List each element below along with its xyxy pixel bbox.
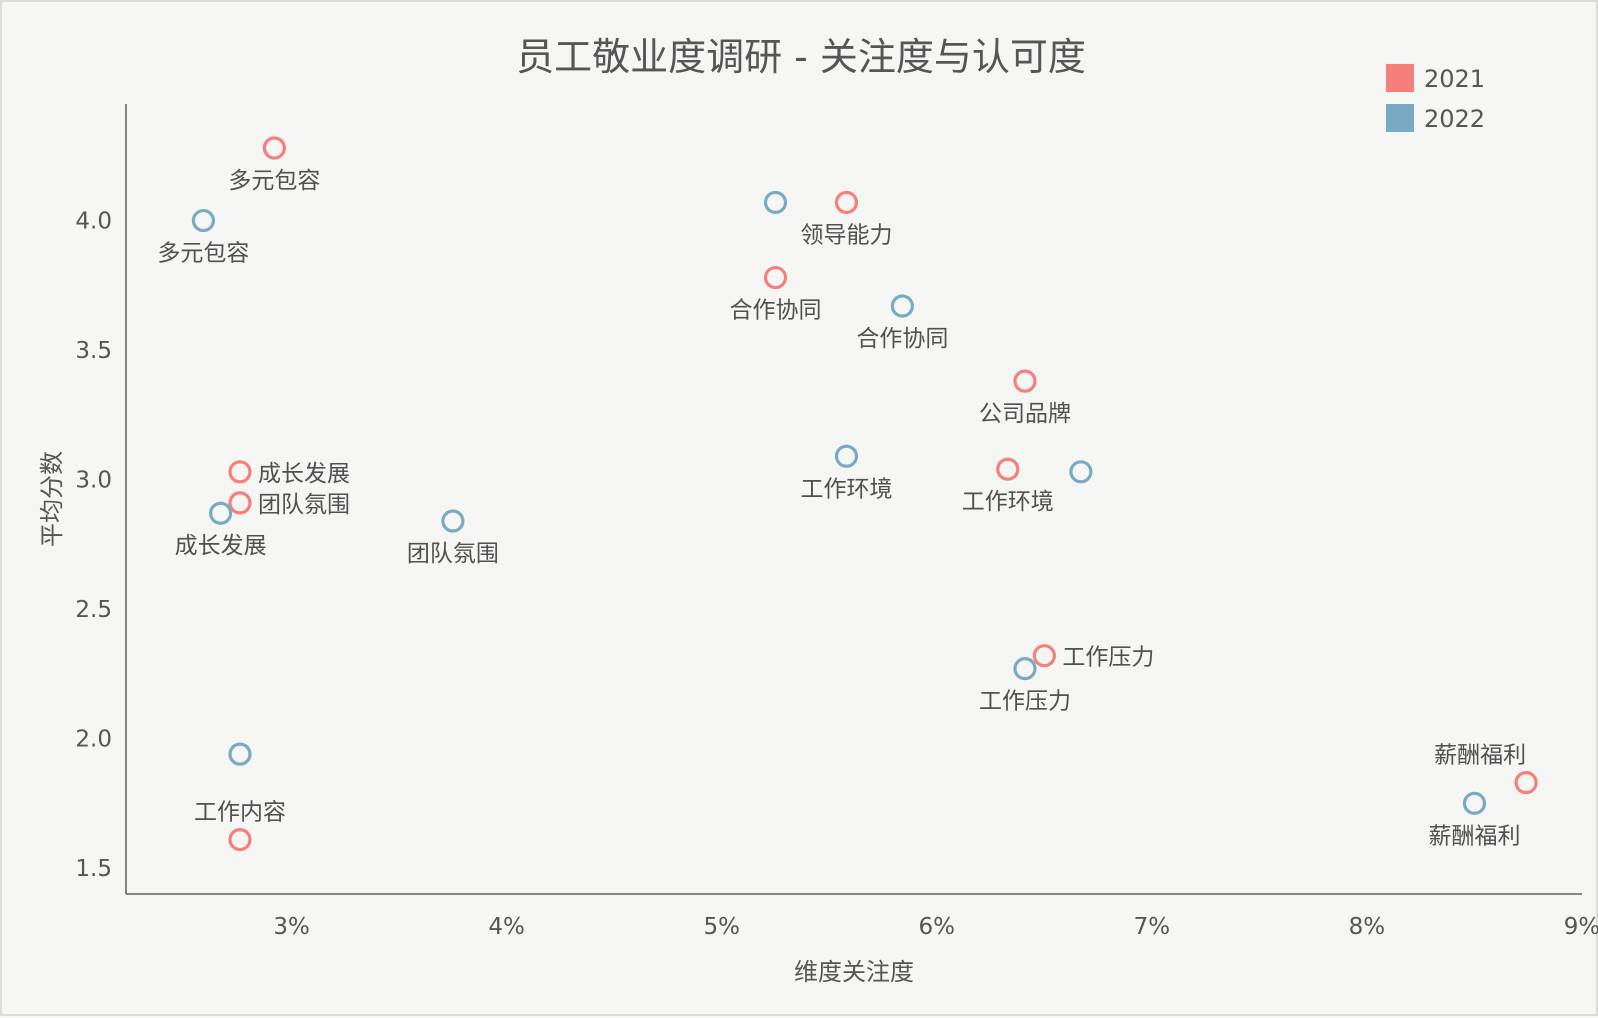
- y-tick-label: 2.5: [75, 597, 112, 623]
- x-tick-label: 5%: [703, 914, 740, 940]
- data-point-2021: [262, 136, 286, 160]
- point-label: 薪酬福利: [1434, 743, 1526, 769]
- tick-labels: 3% 4% 5% 6% 7% 8% 9% 1.5 2.0 2.5 3.0 3.5 4.0: [75, 209, 1598, 940]
- data-point-2021: [228, 828, 252, 852]
- point-label: 公司品牌: [979, 401, 1071, 427]
- data-point-2022: [1462, 791, 1487, 815]
- y-tick-label: 3.5: [75, 338, 112, 364]
- legend-label: 2021: [1424, 65, 1485, 93]
- data-point-2022: [191, 208, 216, 233]
- legend-swatch-2022: [1386, 104, 1414, 132]
- chart-title: 员工敬业度调研 - 关注度与认可度: [516, 35, 1086, 79]
- point-label: 工作环境: [800, 476, 892, 502]
- data-point-2022: [1013, 657, 1037, 681]
- y-tick-label: 1.5: [75, 856, 112, 882]
- point-label: 多元包容: [228, 168, 320, 194]
- data-point-2021: [1013, 369, 1037, 393]
- data-point-2022: [890, 294, 914, 318]
- point-label: 薪酬福利: [1428, 823, 1520, 849]
- point-label: 成长发展: [258, 461, 350, 487]
- point-label: 团队氛围: [407, 541, 499, 567]
- y-tick-label: 2.0: [75, 727, 112, 753]
- data-point-2022: [763, 190, 788, 215]
- legend-label: 2022: [1424, 105, 1485, 133]
- legend-swatch-2021: [1386, 64, 1414, 92]
- x-tick-label: 3%: [273, 914, 310, 940]
- data-point-2021: [228, 491, 252, 515]
- point-label: 工作环境: [962, 489, 1054, 515]
- data-point-2021: [763, 265, 788, 290]
- data-point-2022: [1069, 460, 1093, 484]
- x-tick-label: 8%: [1349, 914, 1386, 940]
- y-axis-label: 平均分数: [38, 451, 66, 547]
- point-label: 合作协同: [730, 298, 822, 324]
- x-tick-label: 9%: [1564, 914, 1598, 940]
- point-label: 工作压力: [1062, 645, 1154, 671]
- x-tick-label: 7%: [1134, 914, 1171, 940]
- data-point-2022: [834, 444, 859, 468]
- data-point-2021: [834, 190, 859, 215]
- data-points: [191, 136, 1538, 852]
- data-point-2021: [1032, 644, 1056, 668]
- x-tick-label: 6%: [919, 914, 956, 940]
- y-tick-label: 4.0: [75, 209, 112, 235]
- legend: 2021 2022: [1386, 64, 1485, 133]
- point-label: 多元包容: [157, 241, 249, 267]
- x-axis-label: 维度关注度: [794, 958, 914, 986]
- axes: [125, 104, 1582, 895]
- data-point-2021: [228, 460, 252, 484]
- data-point-2021: [996, 457, 1020, 481]
- data-point-2022: [228, 742, 252, 766]
- point-label: 团队氛围: [258, 492, 350, 518]
- x-tick-label: 4%: [488, 914, 525, 940]
- point-label: 合作协同: [856, 326, 948, 352]
- point-label: 领导能力: [800, 222, 892, 248]
- point-label: 成长发展: [175, 533, 267, 559]
- data-point-2022: [209, 501, 233, 525]
- point-label: 工作压力: [979, 689, 1071, 715]
- point-label: 工作内容: [194, 800, 286, 826]
- data-point-2022: [441, 509, 465, 533]
- data-point-2021: [1514, 771, 1538, 795]
- y-tick-label: 3.0: [75, 468, 112, 494]
